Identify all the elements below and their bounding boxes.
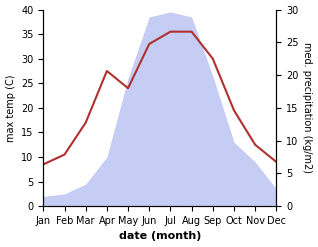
X-axis label: date (month): date (month) [119,231,201,242]
Y-axis label: med. precipitation (kg/m2): med. precipitation (kg/m2) [302,42,313,173]
Y-axis label: max temp (C): max temp (C) [5,74,16,142]
